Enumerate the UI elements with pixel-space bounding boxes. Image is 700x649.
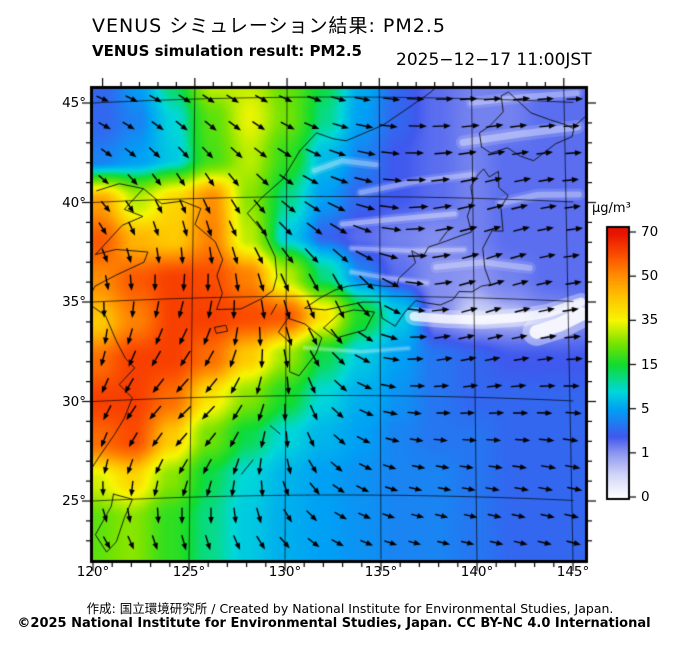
colorbar-tick-label: 1 <box>641 444 650 461</box>
lon-tick-label: 125° <box>172 564 206 580</box>
lon-tick-label: 140° <box>460 564 494 580</box>
colorbar-tick-label: 35 <box>641 312 659 329</box>
footer-copyright: ©2025 National Institute for Environment… <box>17 616 651 631</box>
page-title-english: VENUS simulation result: PM2.5 <box>92 42 362 60</box>
colorbar-tick-label: 50 <box>641 268 659 285</box>
colorbar-tick-label: 70 <box>641 224 659 240</box>
lat-tick-label: 30° <box>62 393 86 410</box>
lon-tick-label: 120° <box>76 564 110 580</box>
lat-tick-label: 45° <box>62 95 86 111</box>
datetime-label: 2025−12−17 11:00JST <box>396 50 592 70</box>
lat-tick-label: 25° <box>62 493 86 509</box>
footer-credit: 作成: 国立環境研究所 / Created by National Instit… <box>86 601 614 616</box>
colorbar-tick-label: 5 <box>641 400 650 417</box>
colorbar-unit-label: µg/m³ <box>592 201 631 216</box>
lon-tick-label: 145° <box>556 564 590 580</box>
lon-tick-label: 135° <box>364 564 398 580</box>
page-title-japanese: VENUS シミュレーション結果: PM2.5 <box>92 15 446 37</box>
colorbar-tick-label: 15 <box>641 356 659 373</box>
lat-tick-label: 35° <box>62 294 86 310</box>
lat-tick-label: 40° <box>62 194 86 211</box>
colorbar-tick-label: 0 <box>641 489 650 505</box>
lon-tick-label: 130° <box>268 564 302 580</box>
